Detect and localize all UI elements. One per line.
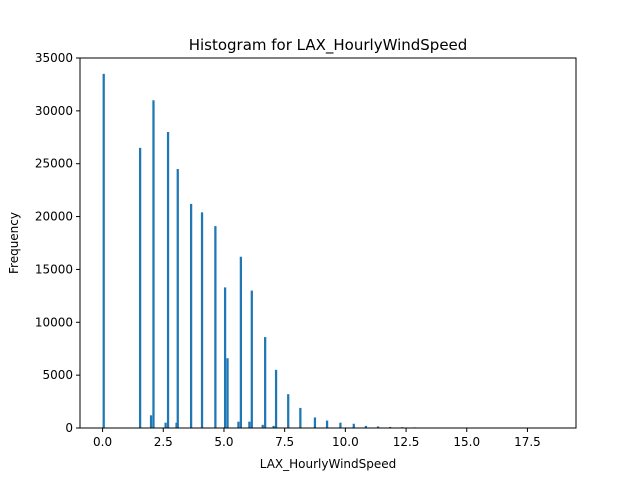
y-axis-ticks: 0 5000 10000 15000 20000 25000 30000 35000 [35,51,80,435]
bars-group [102,73,554,429]
histogram-bar [237,421,240,428]
y-tick-label: 30000 [35,104,73,118]
histogram-bar [299,407,302,428]
histogram-bar [200,212,204,428]
x-tick-label: 15.0 [453,435,480,449]
x-tick-label: 12.5 [393,435,420,449]
x-tick-label: 10.0 [332,435,359,449]
histogram-bar [272,425,275,428]
histogram-bar [261,424,264,428]
histogram-bar [226,358,229,428]
y-tick-label: 5000 [42,368,73,382]
x-axis-label: LAX_HourlyWindSpeed [260,457,397,471]
histogram-bar [175,422,178,428]
y-tick-label: 10000 [35,315,73,329]
histogram-bar [223,287,227,428]
y-tick-label: 25000 [35,157,73,171]
histogram-bar [164,422,167,428]
x-tick-label: 0.0 [93,435,112,449]
histogram-bar [139,147,142,429]
histogram-bar [250,290,253,428]
histogram-bar [152,100,155,428]
histogram-bar [149,415,153,428]
histogram-bar [313,417,317,428]
y-tick-label: 20000 [35,210,73,224]
histogram-bar [248,421,251,428]
histogram-bar [389,426,392,428]
histogram-bar [176,169,179,428]
histogram-bar [214,226,217,428]
x-tick-label: 5.0 [214,435,233,449]
histogram-bar [339,422,342,428]
x-tick-label: 2.5 [154,435,173,449]
x-tick-label: 17.5 [514,435,541,449]
x-axis-ticks: 0.0 2.5 5.0 7.5 10.0 12.5 15.0 17.5 [93,428,541,449]
y-tick-label: 15000 [35,262,73,276]
histogram-bar [287,394,290,428]
histogram-bar [352,423,355,428]
histogram-bar [274,369,278,428]
histogram-bar [166,132,170,428]
histogram-bar [264,337,267,428]
histogram-bar [189,203,193,428]
histogram-bar [239,256,243,428]
axes-frame [79,57,577,429]
y-axis-label: Frequency [7,212,21,274]
histogram-bar [102,73,105,429]
x-tick-label: 7.5 [275,435,294,449]
chart-title: Histogram for LAX_HourlyWindSpeed [189,36,468,55]
histogram-bar [325,420,329,428]
y-tick-label: 35000 [35,51,73,65]
histogram-bar [376,426,380,428]
histogram-bar [364,425,368,428]
y-tick-label: 0 [65,421,73,435]
